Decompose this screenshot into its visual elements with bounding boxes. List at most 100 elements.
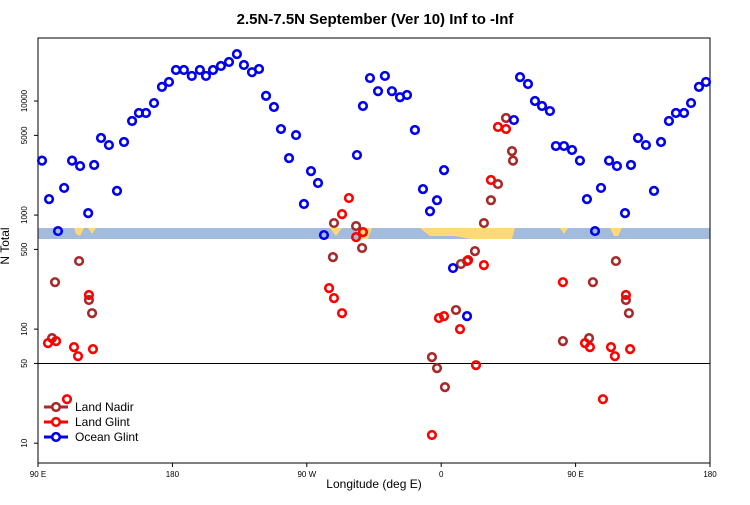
point (623, 308, 635, 319)
x-tick-label: 90 E (567, 470, 583, 479)
y-tick-label: 10000 (20, 89, 29, 112)
point (438, 164, 450, 176)
point (275, 123, 287, 135)
point (268, 101, 280, 113)
point (200, 70, 212, 82)
point (72, 351, 84, 362)
point (103, 139, 115, 151)
series (42, 121, 636, 441)
point (625, 344, 636, 355)
legend-marker (50, 401, 62, 413)
point (49, 277, 61, 288)
point (693, 81, 705, 93)
land-patch (560, 228, 568, 234)
point (597, 394, 609, 405)
legend-label: Land Glint (75, 415, 130, 429)
y-tick-label: 100 (20, 322, 29, 336)
point (587, 277, 599, 288)
point (522, 78, 534, 90)
land-patch (330, 228, 342, 236)
x-tick-label: 90 E (30, 470, 46, 479)
point (485, 174, 497, 186)
point (148, 97, 160, 109)
point (238, 59, 250, 71)
point (83, 289, 95, 301)
point (439, 382, 451, 393)
point (454, 324, 466, 335)
point (678, 107, 690, 119)
point (655, 136, 667, 148)
point (492, 178, 504, 190)
point (379, 70, 391, 82)
point (529, 95, 541, 107)
point (648, 185, 660, 196)
point (140, 107, 152, 119)
point (343, 192, 355, 204)
point (75, 160, 86, 172)
point (401, 89, 413, 101)
point (431, 195, 443, 206)
point (336, 308, 348, 319)
point (450, 304, 462, 316)
point (426, 429, 438, 441)
point (557, 277, 569, 288)
point (43, 194, 55, 205)
point (351, 149, 363, 161)
point (632, 132, 644, 144)
point (417, 183, 429, 195)
land-patch (88, 228, 96, 234)
point (506, 145, 518, 157)
point (215, 60, 227, 72)
point (52, 225, 64, 237)
y-tick-label: 5000 (20, 126, 29, 144)
point (566, 144, 578, 156)
point (620, 289, 632, 301)
point (470, 360, 482, 371)
point (447, 262, 459, 274)
point (544, 105, 556, 117)
point (426, 352, 438, 363)
point (595, 182, 607, 194)
legend-label: Land Nadir (75, 400, 134, 414)
point (350, 232, 362, 243)
point (126, 115, 138, 127)
point (163, 76, 175, 88)
point (584, 342, 596, 353)
point (86, 308, 98, 319)
point (186, 70, 197, 82)
x-tick-label: 90 W (297, 470, 316, 479)
band (38, 228, 710, 239)
point (478, 217, 490, 229)
x-tick-label: 180 (166, 470, 180, 479)
point (59, 182, 70, 194)
point (581, 194, 593, 205)
chart-title: 2.5N-7.5N September (Ver 10) Inf to -Inf (237, 11, 515, 28)
point (290, 129, 302, 141)
land-patch (610, 228, 622, 236)
point (66, 155, 78, 166)
point (194, 64, 205, 76)
point (89, 159, 100, 171)
x-axis-label: Longitude (deg E) (326, 477, 421, 491)
point (557, 336, 569, 347)
point (50, 336, 62, 347)
point (350, 220, 362, 232)
point (305, 165, 317, 177)
point (610, 255, 622, 267)
y-axis-label: N Total (0, 227, 12, 264)
point (508, 114, 520, 126)
point (61, 394, 73, 405)
point (409, 124, 421, 136)
point (500, 123, 512, 135)
point (260, 90, 272, 101)
point (312, 177, 324, 189)
point (620, 294, 632, 306)
point (178, 64, 189, 76)
point (111, 185, 123, 196)
point (558, 140, 570, 152)
point (433, 312, 445, 324)
land-band (38, 228, 710, 239)
legend-label: Ocean Glint (75, 430, 139, 444)
